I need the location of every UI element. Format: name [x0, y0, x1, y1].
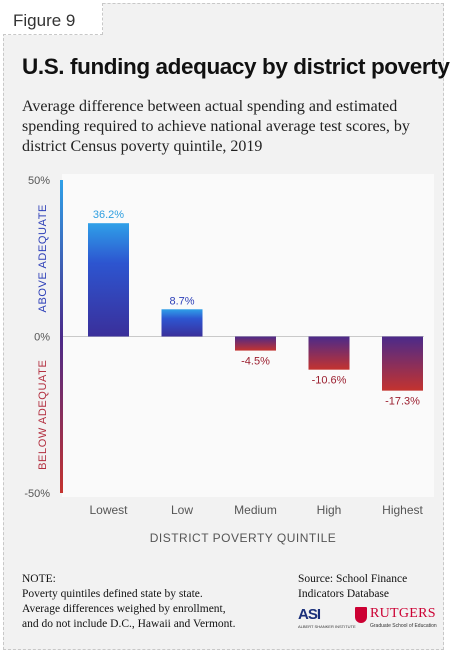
- chart-subtitle: Average difference between actual spendi…: [22, 98, 410, 155]
- bar-lowest: [88, 223, 129, 337]
- data-label: 36.2%: [93, 209, 124, 221]
- note-heading: NOTE:: [22, 573, 56, 585]
- bar-highest: [382, 336, 423, 391]
- asi-logo-text: ASI: [298, 606, 321, 623]
- note-line-1: Poverty quintiles defined state by state…: [22, 588, 203, 600]
- chart-svg: 50% 0% -50% ABOVE ADEQUATE BELOW ADEQUATE 36.…: [24, 175, 424, 545]
- y-tick-label: 50%: [28, 175, 50, 187]
- data-label: 8.7%: [169, 295, 194, 307]
- source-block: Source: School Finance Indicators Databa…: [298, 572, 438, 602]
- asi-logo: ASI ALBERT SHANKER INSTITUTE: [298, 606, 356, 632]
- bar-medium: [235, 336, 276, 351]
- rutgers-logo: RUTGERS Graduate School of Education: [355, 606, 437, 632]
- note-block: NOTE: Poverty quintiles defined state by…: [22, 572, 272, 632]
- source-line-2: Indicators Database: [298, 588, 390, 600]
- x-axis-title: DISTRICT POVERTY QUINTILE: [150, 531, 337, 545]
- asi-logo-subtext: ALBERT SHANKER INSTITUTE: [298, 624, 356, 629]
- source-line-1: Source: School Finance: [298, 573, 408, 585]
- x-tick-label: Highest: [382, 503, 423, 517]
- y-tick-label: -50%: [24, 488, 50, 500]
- bar-high: [308, 336, 350, 370]
- x-tick-label: Lowest: [89, 503, 128, 517]
- x-tick-label: Medium: [234, 503, 277, 517]
- x-tick-label: High: [317, 503, 342, 517]
- above-adequate-label: ABOVE ADEQUATE: [37, 204, 49, 312]
- figure-label: Figure 9: [13, 11, 76, 30]
- rutgers-logo-text: RUTGERS: [370, 606, 436, 621]
- figure-tab: Figure 9: [3, 3, 103, 35]
- data-label: -4.5%: [241, 356, 270, 368]
- x-tick-label: Low: [171, 503, 193, 517]
- y-axis-line: [60, 180, 63, 493]
- note-line-3: and do not include D.C., Hawaii and Verm…: [22, 618, 236, 630]
- y-tick-label: 0%: [34, 332, 50, 344]
- note-line-2: Average differences weighed by enrollmen…: [22, 603, 226, 615]
- chart-title: U.S. funding adequacy by district povert…: [22, 54, 450, 79]
- data-label: -17.3%: [385, 396, 420, 408]
- bar-low: [161, 309, 203, 337]
- below-adequate-label: BELOW ADEQUATE: [37, 360, 49, 470]
- rutgers-logo-subtext: Graduate School of Education: [370, 623, 437, 629]
- data-label: -10.6%: [312, 375, 347, 387]
- rutgers-shield-icon: [355, 607, 367, 623]
